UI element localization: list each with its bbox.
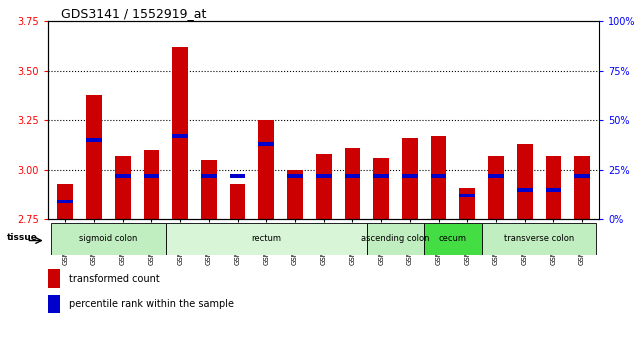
Bar	[48, 269, 60, 288]
Bar	[424, 223, 481, 255]
Bar	[517, 144, 533, 219]
Bar	[144, 174, 160, 178]
Bar	[51, 223, 166, 255]
Bar	[460, 194, 475, 198]
Bar	[201, 160, 217, 219]
Bar	[86, 95, 102, 219]
Bar	[344, 174, 360, 178]
Bar	[460, 188, 475, 219]
Bar	[316, 174, 331, 178]
Text: sigmoid colon: sigmoid colon	[79, 234, 138, 244]
Bar	[316, 154, 331, 219]
Bar	[287, 170, 303, 219]
Bar	[58, 184, 73, 219]
Bar	[367, 223, 424, 255]
Bar	[58, 200, 73, 204]
Bar	[86, 138, 102, 142]
Bar	[115, 174, 131, 178]
Text: cecum: cecum	[439, 234, 467, 244]
Text: GDS3141 / 1552919_at: GDS3141 / 1552919_at	[61, 7, 206, 20]
Bar	[172, 47, 188, 219]
Bar	[574, 156, 590, 219]
Text: transverse colon: transverse colon	[504, 234, 574, 244]
Bar	[287, 174, 303, 178]
Bar	[481, 223, 597, 255]
Bar	[402, 174, 418, 178]
Bar	[229, 174, 246, 178]
Text: tissue: tissue	[7, 233, 38, 242]
Bar	[402, 138, 418, 219]
Text: ascending colon: ascending colon	[362, 234, 429, 244]
Bar	[144, 150, 160, 219]
Bar	[258, 142, 274, 146]
Bar	[48, 295, 60, 313]
Bar	[258, 120, 274, 219]
Bar	[545, 188, 562, 192]
Text: rectum: rectum	[251, 234, 281, 244]
Bar	[488, 156, 504, 219]
Bar	[172, 135, 188, 138]
Bar	[431, 136, 446, 219]
Bar	[229, 184, 246, 219]
Bar	[373, 174, 389, 178]
Bar	[166, 223, 367, 255]
Bar	[373, 158, 389, 219]
Bar	[115, 156, 131, 219]
Bar	[545, 156, 562, 219]
Bar	[201, 174, 217, 178]
Text: transformed count: transformed count	[69, 274, 160, 284]
Bar	[431, 174, 446, 178]
Bar	[517, 188, 533, 192]
Text: percentile rank within the sample: percentile rank within the sample	[69, 299, 234, 309]
Bar	[574, 174, 590, 178]
Bar	[488, 174, 504, 178]
Bar	[344, 148, 360, 219]
